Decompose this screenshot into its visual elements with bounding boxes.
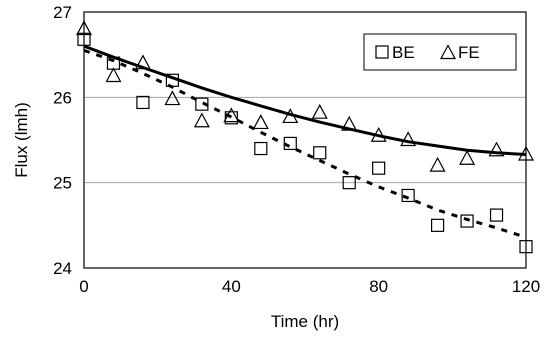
trend-line-be	[83, 48, 527, 239]
axis-ticks: 24 25 26 27 0 40 80 120	[53, 3, 540, 296]
fe-point	[488, 141, 505, 157]
legend-marker-fe	[439, 44, 457, 60]
x-tick-label: 40	[222, 277, 241, 296]
be-point	[489, 208, 504, 222]
fe-point	[105, 67, 122, 83]
be-point	[372, 161, 386, 175]
legend-label-be: BE	[392, 43, 415, 62]
be-point	[519, 240, 533, 254]
fe-point	[164, 90, 181, 106]
y-tick-label: 24	[53, 259, 72, 278]
be-point	[401, 188, 415, 203]
be-point	[460, 214, 474, 228]
be-point	[254, 141, 268, 156]
be-point	[431, 218, 445, 232]
y-axis-label: Flux (lmh)	[12, 102, 31, 178]
fe-point	[400, 131, 417, 147]
trend-lines	[83, 44, 527, 239]
fe-point	[252, 114, 269, 130]
be-point	[342, 176, 356, 190]
x-tick-label: 0	[79, 277, 88, 296]
legend-label-fe: FE	[458, 43, 480, 62]
gridlines	[84, 96, 526, 184]
fe-point	[223, 107, 240, 123]
fe-point	[429, 156, 446, 172]
y-tick-label: 27	[53, 3, 72, 22]
x-axis-label: Time (hr)	[271, 312, 339, 331]
be-point	[283, 136, 297, 151]
legend-marker-be	[375, 45, 389, 59]
trend-line-fe	[83, 44, 527, 156]
fe-point	[134, 54, 151, 70]
legend-box	[363, 33, 517, 71]
plot-area	[83, 11, 527, 269]
fe-point	[75, 20, 93, 36]
fe-point	[370, 126, 387, 142]
fe-point	[341, 115, 358, 131]
fe-point	[282, 108, 299, 124]
x-tick-label: 120	[512, 277, 540, 296]
y-tick-label: 25	[53, 174, 72, 193]
be-point	[165, 73, 179, 87]
fe-point	[459, 150, 476, 165]
fe-point	[193, 112, 210, 128]
be-point	[195, 97, 209, 111]
be-point	[77, 32, 91, 46]
be-point	[136, 95, 150, 110]
x-tick-label: 80	[369, 277, 388, 296]
be-point	[313, 146, 327, 160]
legend: BE FE	[363, 33, 517, 71]
fe-point	[311, 103, 328, 119]
fe-point	[517, 145, 535, 161]
y-tick-label: 26	[53, 88, 72, 107]
data-markers	[75, 20, 535, 254]
be-point	[224, 111, 238, 125]
